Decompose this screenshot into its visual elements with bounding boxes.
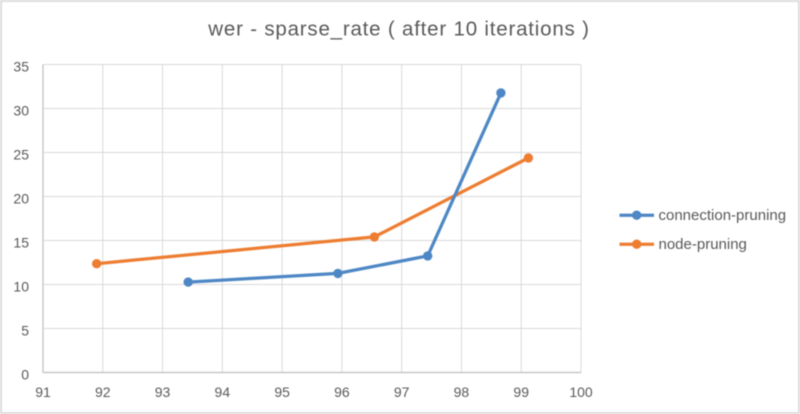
svg-text:wer - sparse_rate ( after 10 i: wer - sparse_rate ( after 10 iterations …: [207, 18, 589, 41]
svg-text:92: 92: [95, 384, 111, 400]
svg-text:20: 20: [13, 191, 29, 207]
svg-text:connection-pruning: connection-pruning: [659, 207, 787, 224]
svg-text:node-pruning: node-pruning: [659, 236, 747, 253]
svg-text:93: 93: [155, 384, 171, 400]
svg-text:95: 95: [274, 384, 290, 400]
svg-text:30: 30: [13, 103, 29, 119]
svg-text:25: 25: [13, 147, 29, 163]
svg-text:96: 96: [334, 384, 350, 400]
svg-text:5: 5: [21, 323, 29, 339]
svg-text:94: 94: [215, 384, 231, 400]
svg-text:97: 97: [394, 384, 410, 400]
svg-text:91: 91: [35, 384, 51, 400]
svg-text:15: 15: [13, 235, 29, 251]
svg-text:35: 35: [13, 59, 29, 75]
svg-text:100: 100: [569, 384, 593, 400]
svg-text:10: 10: [13, 279, 29, 295]
svg-text:0: 0: [21, 367, 29, 383]
svg-text:99: 99: [513, 384, 529, 400]
svg-text:98: 98: [454, 384, 470, 400]
